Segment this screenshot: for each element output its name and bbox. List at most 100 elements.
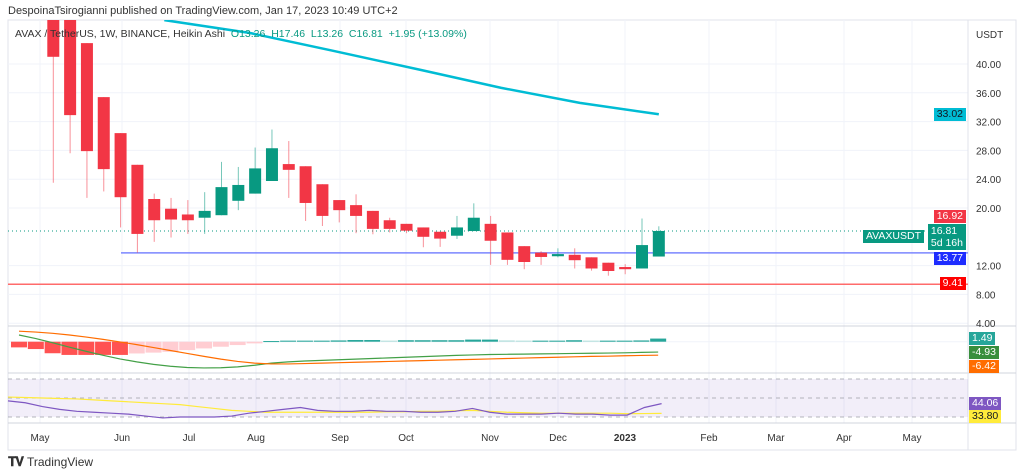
candle — [518, 246, 531, 270]
macd-histogram-bar — [78, 341, 95, 355]
candle — [232, 166, 245, 211]
candle — [501, 232, 514, 265]
candle — [181, 200, 194, 234]
tradingview-logo[interactable]: 𝐓𝐕 TradingView — [8, 454, 93, 470]
time-tick: Aug — [247, 433, 265, 444]
candle — [383, 217, 396, 233]
candle — [551, 248, 564, 258]
candle — [366, 210, 379, 235]
price-tick: 40.00 — [976, 60, 1001, 71]
price-tick: 32.00 — [976, 118, 1001, 129]
candle-body — [484, 223, 497, 241]
symbol-tag: AVAXUSDT — [862, 230, 924, 243]
macd-histogram-bar — [381, 340, 398, 342]
signal-line — [18, 330, 659, 365]
macd-histogram-bar — [44, 341, 61, 354]
macd-histogram-bar — [599, 340, 616, 342]
candle — [114, 133, 127, 228]
candle-body — [518, 246, 531, 262]
candle-body — [467, 217, 480, 232]
time-tick: Nov — [481, 433, 499, 444]
candle — [467, 203, 480, 232]
candle — [198, 192, 211, 234]
moving-average-line — [164, 20, 659, 116]
macd-histogram-bar — [481, 339, 498, 342]
candle — [265, 129, 278, 181]
time-tick: Jun — [114, 433, 130, 444]
candle-body — [165, 208, 178, 220]
candle-body — [366, 210, 379, 229]
macd-histogram-bar — [212, 341, 229, 347]
signal-line-label: -6.42 — [969, 360, 999, 373]
price-tick: 4.00 — [976, 319, 996, 330]
candle-body — [619, 267, 632, 270]
price-tick: 12.00 — [976, 262, 1001, 273]
candle — [484, 215, 497, 265]
macd-histogram-bar — [296, 340, 313, 342]
macd-histogram-bar — [549, 340, 566, 342]
candle-body — [383, 220, 396, 229]
candle — [450, 215, 463, 239]
macd-histogram-bar — [95, 341, 112, 355]
price-axis[interactable]: USDT 40.00 36.00 32.00 28.00 24.00 20.00 12.00… — [976, 30, 1003, 330]
candle-body — [215, 187, 228, 216]
bar-countdown: 5d 16h — [930, 237, 963, 249]
candle — [636, 218, 648, 269]
candle — [282, 141, 295, 198]
candle — [585, 257, 598, 271]
macd-histogram-bar — [650, 338, 667, 342]
macd-histogram-bar — [229, 341, 246, 346]
last-price: 16.81 — [930, 225, 958, 237]
candle-body — [265, 148, 278, 181]
time-tick: Oct — [398, 433, 414, 444]
macd-histogram-bar — [397, 340, 414, 342]
time-tick: Sep — [331, 433, 349, 444]
macd-histogram-bar — [111, 341, 128, 355]
candle-body — [501, 232, 514, 260]
rsi-line — [7, 400, 662, 419]
candle-body — [551, 254, 564, 257]
last-price-label: 16.81 5d 16h — [927, 224, 966, 250]
time-tick: Jul — [183, 433, 196, 444]
price-pane — [8, 20, 968, 285]
candle — [400, 223, 413, 234]
ma-price-label: 33.02 — [933, 108, 966, 121]
macd-histogram-bar — [246, 341, 263, 344]
candle-body — [181, 214, 194, 221]
price-tick: 28.00 — [976, 146, 1001, 157]
price-tick: 20.00 — [976, 204, 1001, 215]
candle — [165, 197, 178, 238]
macd-histogram-bar — [179, 341, 196, 351]
price-tick: 24.00 — [976, 175, 1001, 186]
candle-body — [333, 200, 346, 211]
logo-icon: 𝐓𝐕 — [8, 454, 24, 469]
candle-body — [282, 164, 295, 170]
time-tick: May — [31, 433, 50, 444]
macd-histogram-bar — [61, 341, 78, 355]
macd-histogram-bar — [330, 340, 347, 342]
macd-histogram-bar — [582, 340, 599, 342]
candle-body — [299, 166, 312, 203]
symbol-legend: AVAX / TetherUS, 1W, BINANCE, Heikin Ash… — [15, 28, 467, 40]
candle-body — [450, 227, 463, 236]
candle — [97, 97, 110, 192]
macd-histogram-bar — [263, 341, 280, 343]
candle — [568, 248, 581, 269]
candle-body — [232, 184, 245, 201]
candle-body — [602, 262, 615, 271]
candle-body — [64, 20, 77, 116]
rsi-pane — [7, 378, 968, 419]
stop-price-label: 9.41 — [939, 277, 966, 290]
candle-body — [97, 97, 110, 170]
macd-pane — [8, 330, 968, 369]
rsi-ma-label: 33.80 — [969, 410, 1002, 423]
candle — [602, 262, 615, 276]
macd-histogram-bar — [11, 341, 27, 348]
price-tick: 36.00 — [976, 89, 1001, 100]
rsi-value-label: 44.06 — [969, 397, 1002, 410]
time-axis[interactable]: May Jun Jul Aug Sep Oct Nov Dec 2023 Feb Mar Apr May — [31, 433, 922, 444]
macd-histogram-bar — [196, 341, 213, 349]
candle-body — [148, 199, 161, 221]
chart-frame — [7, 19, 1017, 451]
